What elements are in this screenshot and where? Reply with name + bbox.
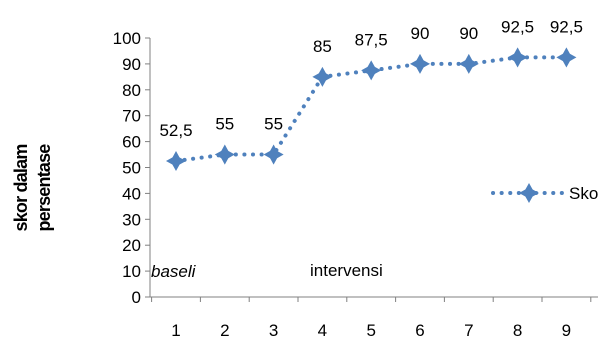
data-point-core (463, 58, 474, 69)
x-tick-label: 9 (562, 321, 571, 340)
y-tick-label: 80 (122, 81, 141, 100)
data-point-core (171, 156, 181, 167)
x-tick-label: 7 (464, 321, 473, 340)
data-label: 92,5 (550, 17, 583, 36)
legend-marker-core (524, 188, 534, 198)
data-point-core (415, 58, 425, 69)
x-tick-label: 2 (220, 321, 229, 340)
data-label: 55 (215, 115, 234, 134)
y-axis-title-line-1: skor dalam (11, 144, 31, 231)
data-point-core (219, 149, 230, 160)
data-point-core (366, 65, 377, 76)
y-tick-label: 100 (113, 29, 141, 48)
y-tick-label: 70 (122, 107, 141, 126)
y-tick-label: 10 (122, 262, 141, 281)
data-point-core (512, 52, 523, 63)
data-label: 92,5 (501, 17, 534, 36)
y-tick-label: 20 (122, 236, 141, 255)
phase-label-intervention: intervensi (310, 261, 383, 280)
x-tick-label: 3 (269, 321, 278, 340)
y-tick-label: 90 (122, 55, 141, 74)
chart-axes (149, 38, 598, 298)
x-tick-label: 4 (318, 321, 327, 340)
y-tick-label: 40 (122, 184, 141, 203)
data-point-core (317, 71, 328, 82)
y-tick-label: 60 (122, 133, 141, 152)
x-tick-label: 8 (513, 321, 522, 340)
y-tick-label: 50 (122, 159, 141, 178)
legend: Sko (491, 182, 598, 204)
y-tick-label: 0 (132, 288, 141, 307)
y-tick-label: 30 (122, 210, 141, 229)
data-label: 90 (411, 24, 430, 43)
phase-label-baseline: baseli (151, 262, 197, 281)
series-markers (165, 47, 577, 172)
x-tick-label: 5 (366, 321, 375, 340)
data-label: 90 (459, 24, 478, 43)
y-axis-title-line-2: persentase (34, 144, 54, 232)
x-axis-ticks: 1 2 3 4 5 6 7 8 9 (151, 297, 592, 340)
legend-label: Sko (569, 184, 598, 203)
data-point-core (268, 149, 279, 160)
x-tick-label: 1 (171, 321, 180, 340)
data-point-core (561, 52, 572, 63)
data-label: 55 (264, 115, 283, 134)
y-axis-title: skor dalam persentase (11, 144, 54, 232)
data-label: 87,5 (355, 30, 388, 49)
data-labels: 52,5 55 55 85 87,5 90 90 92,5 92,5 (159, 17, 582, 140)
phase-labels: baseli intervensi (151, 261, 383, 281)
x-tick-label: 6 (415, 321, 424, 340)
data-label: 52,5 (159, 121, 192, 140)
data-label: 85 (313, 37, 332, 56)
y-axis-ticks: 0 10 20 30 40 50 60 70 80 90 100 (113, 29, 150, 307)
